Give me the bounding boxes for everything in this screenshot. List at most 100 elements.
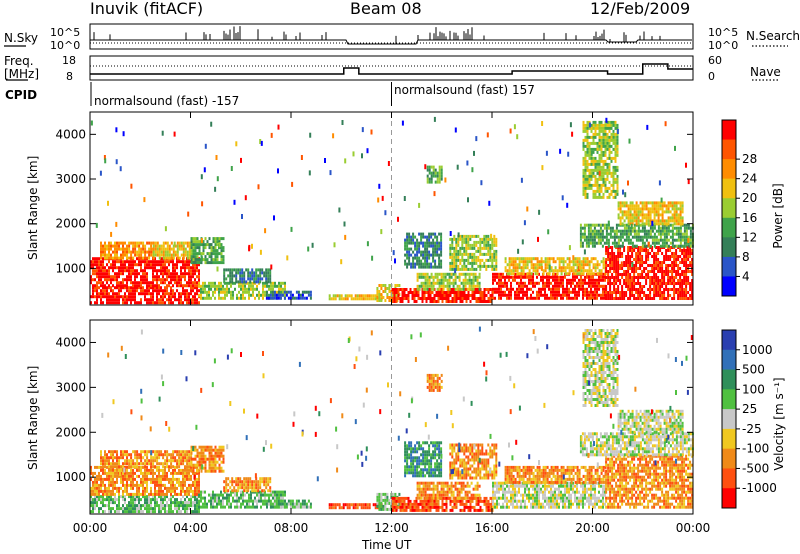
freq-unit-label: [MHz] xyxy=(4,67,40,81)
velocity-colorbar-step-7 xyxy=(722,468,736,489)
freq-panel-frame xyxy=(89,55,694,81)
velocity-region-16 xyxy=(605,454,694,509)
velocity-region-3 xyxy=(190,445,225,473)
power-region-3 xyxy=(152,241,191,260)
power-cbtick-label-5: 24 xyxy=(742,172,757,186)
power-region-20 xyxy=(582,120,619,199)
power-scatter xyxy=(90,116,690,274)
velocity-region-0 xyxy=(90,495,200,514)
x-tick-label-3: 12:00 xyxy=(374,521,409,535)
velocity-ytick-label-0: 1000 xyxy=(55,470,86,484)
nave-tick-bottom: 0 xyxy=(708,70,715,83)
velocity-scatter xyxy=(101,326,693,482)
velocity-region-7 xyxy=(328,503,383,510)
power-region-0 xyxy=(90,286,200,305)
velocity-region-12 xyxy=(449,443,498,480)
x-tick-label-6: 00:00 xyxy=(676,521,711,535)
power-ytick-label-0: 1000 xyxy=(55,261,86,275)
velocity-colorbar xyxy=(722,330,736,509)
velocity-colorbar-step-4 xyxy=(722,409,736,430)
nave-label: Nave xyxy=(750,65,781,79)
power-region-1 xyxy=(90,257,200,288)
nsky-tick-top: 10^5 xyxy=(50,26,81,39)
station-title: Inuvik (fitACF) xyxy=(90,0,204,18)
x-axis-label: Time UT xyxy=(362,538,412,552)
velocity-ytick-label-1: 2000 xyxy=(55,425,86,439)
power-colorbar-step-4 xyxy=(722,198,736,219)
velocity-cbtick-label-7: -1000 xyxy=(742,481,777,495)
velocity-region-15 xyxy=(504,465,607,484)
power-heatmap xyxy=(90,116,694,305)
nsky-label: N.Sky xyxy=(4,31,39,45)
power-region-6 xyxy=(223,268,272,284)
date-title: 12/Feb/2009 xyxy=(590,0,691,18)
velocity-region-11 xyxy=(404,441,443,478)
power-colorbar-step-3 xyxy=(722,178,736,199)
nsearch-label: N.Search xyxy=(746,29,800,43)
velocity-cbtick-label-2: 100 xyxy=(742,382,765,396)
velocity-cbtick-label-6: -500 xyxy=(742,461,769,475)
power-region-11 xyxy=(416,272,481,291)
velocity-colorbar-step-1 xyxy=(722,349,736,371)
velocity-colorbar-step-8 xyxy=(722,488,736,509)
power-cbtick-label-3: 16 xyxy=(742,211,757,225)
power-colorbar-step-5 xyxy=(722,217,736,238)
velocity-region-5 xyxy=(223,477,272,493)
velocity-ytick-label-2: 3000 xyxy=(55,380,86,394)
power-region-4 xyxy=(190,237,225,265)
cpid-segment-2: normalsound (fast) 157 xyxy=(394,83,535,97)
freq-label: Freq. xyxy=(4,54,34,68)
beam-title: Beam 08 xyxy=(350,0,422,18)
velocity-region-17 xyxy=(579,432,694,457)
velocity-region-4 xyxy=(198,490,286,509)
x-tick-label-0: 00:00 xyxy=(73,521,108,535)
x-tick-label-1: 04:00 xyxy=(173,521,208,535)
nsky-tick-bottom: 10^0 xyxy=(50,39,81,52)
velocity-cbtick-label-0: 1000 xyxy=(742,343,773,357)
velocity-region-18 xyxy=(617,409,684,434)
velocity-region-6 xyxy=(265,499,312,509)
cpid-label: CPID xyxy=(5,88,38,102)
velocity-colorbar-step-0 xyxy=(722,330,736,351)
freq-tick-bottom: 8 xyxy=(66,70,73,83)
power-ytick-label-3: 4000 xyxy=(55,127,86,141)
power-cbtick-label-1: 8 xyxy=(742,250,750,264)
power-cbtick-label-0: 4 xyxy=(742,269,750,283)
velocity-region-14 xyxy=(492,481,606,509)
power-ytick-label-2: 3000 xyxy=(55,172,86,186)
power-region-7 xyxy=(265,290,312,300)
velocity-cbtick-label-4: -25 xyxy=(742,422,762,436)
power-region-2 xyxy=(100,241,155,260)
power-colorbar-step-1 xyxy=(722,139,736,160)
power-cbtick-label-2: 12 xyxy=(742,230,757,244)
cpid-segment-1: normalsound (fast) -157 xyxy=(94,94,240,108)
velocity-region-2 xyxy=(100,450,193,469)
velocity-cbtick-label-3: 25 xyxy=(742,402,757,416)
velocity-cbtick-label-5: -100 xyxy=(742,442,769,456)
power-colorbar-step-6 xyxy=(722,237,736,258)
power-colorbar-step-8 xyxy=(722,276,736,297)
power-colorbar-step-7 xyxy=(722,256,736,277)
power-ytick-label-1: 2000 xyxy=(55,217,86,231)
freq-trace xyxy=(90,63,693,75)
power-colorbar-step-0 xyxy=(722,120,736,141)
power-region-12 xyxy=(404,232,443,269)
power-region-13 xyxy=(449,234,498,271)
noise-panel-frame xyxy=(89,23,694,50)
velocity-region-19 xyxy=(582,329,619,407)
power-colorbar xyxy=(722,120,736,297)
velocity-region-10 xyxy=(416,481,481,500)
power-cbtick-label-6: 28 xyxy=(742,152,757,166)
power-region-14 xyxy=(426,165,443,184)
freq-tick-top: 18 xyxy=(62,54,76,67)
nave-tick-top: 60 xyxy=(708,54,722,67)
power-region-18 xyxy=(579,223,694,248)
x-tick-label-5: 20:00 xyxy=(575,521,610,535)
velocity-region-13 xyxy=(426,373,443,392)
velocity-ytick-label-3: 4000 xyxy=(55,335,86,349)
velocity-colorbar-frame xyxy=(721,329,737,509)
power-region-10 xyxy=(391,288,494,303)
x-tick-label-4: 16:00 xyxy=(475,521,510,535)
